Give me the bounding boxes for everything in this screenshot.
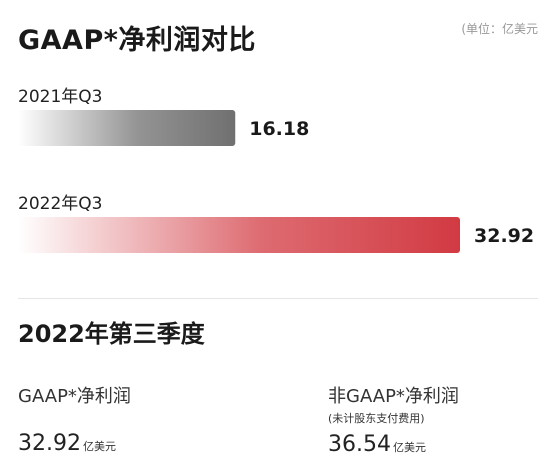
metric-label: GAAP*净利润 [18, 386, 131, 407]
metric-unit: 亿美元 [82, 440, 116, 453]
unit-note: (单位：亿美元 [461, 22, 538, 36]
metric-non-gaap-net-income: 非GAAP*净利润 (未计股东支付费用) 36.54 亿美元 [328, 382, 459, 457]
metric-value: 36.54 [328, 432, 391, 457]
category-label: 2021年Q3 [18, 87, 102, 107]
metric-label: 非GAAP*净利润 [328, 386, 459, 407]
bar-chart: 2021年Q3 16.18 2022年Q3 32.92 [18, 87, 534, 253]
metric-note: (未计股东支付费用) [328, 412, 425, 425]
metric-value: 32.92 [18, 431, 81, 456]
chart-title: GAAP*净利润对比 [18, 25, 256, 56]
metric-gaap-net-income: GAAP*净利润 32.92 亿美元 [18, 382, 131, 456]
category-label: 2022年Q3 [18, 194, 102, 214]
metric-unit: 亿美元 [392, 441, 426, 454]
value-label: 32.92 [474, 225, 534, 247]
value-label: 16.18 [249, 118, 309, 140]
section-title: 2022年第三季度 [18, 320, 205, 348]
bar [18, 110, 236, 146]
section-divider [18, 298, 538, 299]
bar [18, 217, 460, 253]
